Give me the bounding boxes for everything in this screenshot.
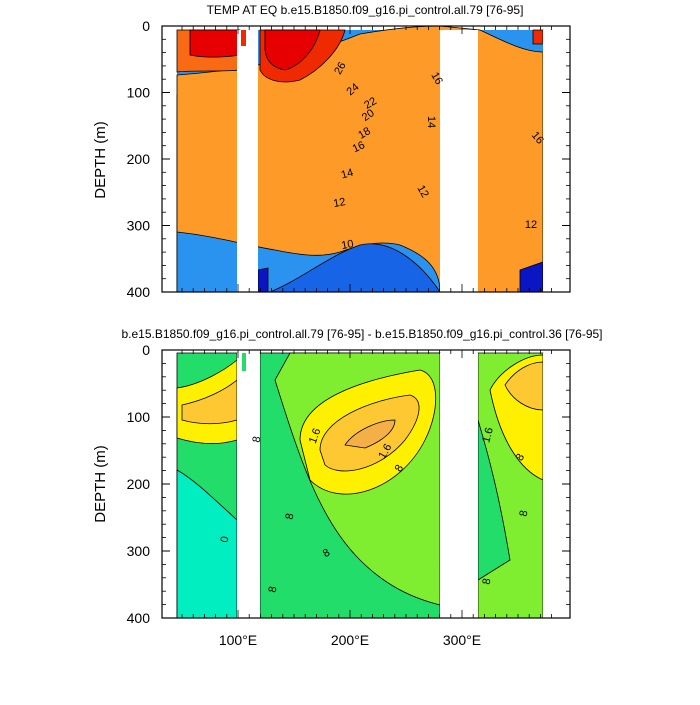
bottom-green-sliver bbox=[242, 353, 246, 371]
top-contour-label-3: 20 bbox=[360, 107, 377, 124]
bottom-xtick-label-1: 200°E bbox=[331, 632, 369, 648]
bottom-xtick-label-2: 300°E bbox=[443, 632, 481, 648]
top-contour-label-9: 16 bbox=[428, 70, 445, 87]
top-y-axis-label: DEPTH (m) bbox=[92, 121, 109, 199]
top-ytick-label-3: 300 bbox=[127, 218, 151, 234]
bottom-y-axis-label: DEPTH (m) bbox=[92, 445, 109, 523]
bottom-contour-label-11: 8 bbox=[284, 512, 297, 520]
bottom-orange-inner bbox=[344, 419, 396, 449]
top-land-mask-2 bbox=[543, 30, 570, 292]
top-warm-core-east bbox=[264, 29, 321, 71]
top-ytick-label-4: 400 bbox=[127, 284, 151, 300]
bottom-land-mask-2 bbox=[543, 353, 570, 618]
bottom-contour-label-10: 8 bbox=[518, 509, 531, 517]
top-contour-label-2: 22 bbox=[362, 95, 379, 112]
bottom-contour-label-2: 1.6 bbox=[307, 427, 324, 445]
bottom-axes: 0 100 200 300 400 100°E 200°E 300°E bbox=[127, 342, 571, 648]
bottom-contour-label-7: 8 bbox=[481, 577, 494, 585]
bottom-land-mask-1 bbox=[440, 353, 478, 618]
top-contour-label-5: 16 bbox=[351, 139, 367, 155]
top-contour-label-0: 26 bbox=[332, 60, 349, 77]
top-contour-label-6: 14 bbox=[340, 167, 355, 182]
bottom-land-mask-0 bbox=[237, 353, 260, 618]
top-contour-label-4: 18 bbox=[356, 125, 373, 142]
top-contour-label-7: 12 bbox=[332, 196, 346, 210]
top-ytick-label-1: 100 bbox=[127, 85, 151, 101]
bottom-chart-title: b.e15.B1850.f09_g16.pi_control.all.79 [7… bbox=[121, 327, 602, 341]
bottom-contour-panel bbox=[176, 352, 570, 618]
bottom-contour-label-4: 8 bbox=[393, 463, 406, 474]
top-warm-core-west bbox=[189, 29, 241, 58]
bottom-contour-label-8: 1.6 bbox=[480, 426, 496, 444]
top-contour-label-10: 14 bbox=[425, 116, 437, 128]
top-deep-col-1 bbox=[257, 267, 269, 292]
bottom-ytick-label-1: 100 bbox=[127, 409, 151, 425]
bottom-contour-label-0: 0 bbox=[219, 535, 232, 543]
bottom-contour-label-1: 8 bbox=[251, 435, 264, 443]
bottom-contour-label-9: 8 bbox=[514, 452, 527, 463]
top-chart-title: TEMP AT EQ b.e15.B1850.f09_g16.pi_contro… bbox=[207, 3, 524, 17]
top-red-sliver bbox=[241, 30, 246, 46]
top-contour-label-13: 12 bbox=[525, 219, 537, 231]
top-ytick-label-0: 0 bbox=[142, 18, 150, 34]
bottom-atlantic-green bbox=[477, 419, 511, 581]
top-contour-label-8: 10 bbox=[340, 238, 354, 252]
top-contour-label-12: 12 bbox=[414, 183, 431, 200]
bottom-xtick-label-0: 100°E bbox=[219, 632, 257, 648]
bottom-ytick-label-3: 300 bbox=[127, 543, 151, 559]
bottom-ytick-label-0: 0 bbox=[142, 342, 150, 358]
bottom-contour-label-5: 8 bbox=[321, 547, 332, 560]
bottom-ytick-label-4: 400 bbox=[127, 610, 151, 626]
top-axes: 0 100 200 300 400 bbox=[127, 18, 571, 300]
top-ytick-label-2: 200 bbox=[127, 151, 151, 167]
top-land-mask-1 bbox=[440, 30, 478, 292]
top-contour-band-8 bbox=[269, 243, 441, 292]
top-deep-col-2 bbox=[519, 261, 544, 292]
top-contour-panel bbox=[176, 26, 570, 292]
bottom-contour-label-6: 8 bbox=[267, 585, 280, 593]
top-warm-patch-atlantic bbox=[532, 29, 544, 45]
top-land-mask-0 bbox=[237, 30, 258, 292]
bottom-ytick-label-2: 200 bbox=[127, 476, 151, 492]
